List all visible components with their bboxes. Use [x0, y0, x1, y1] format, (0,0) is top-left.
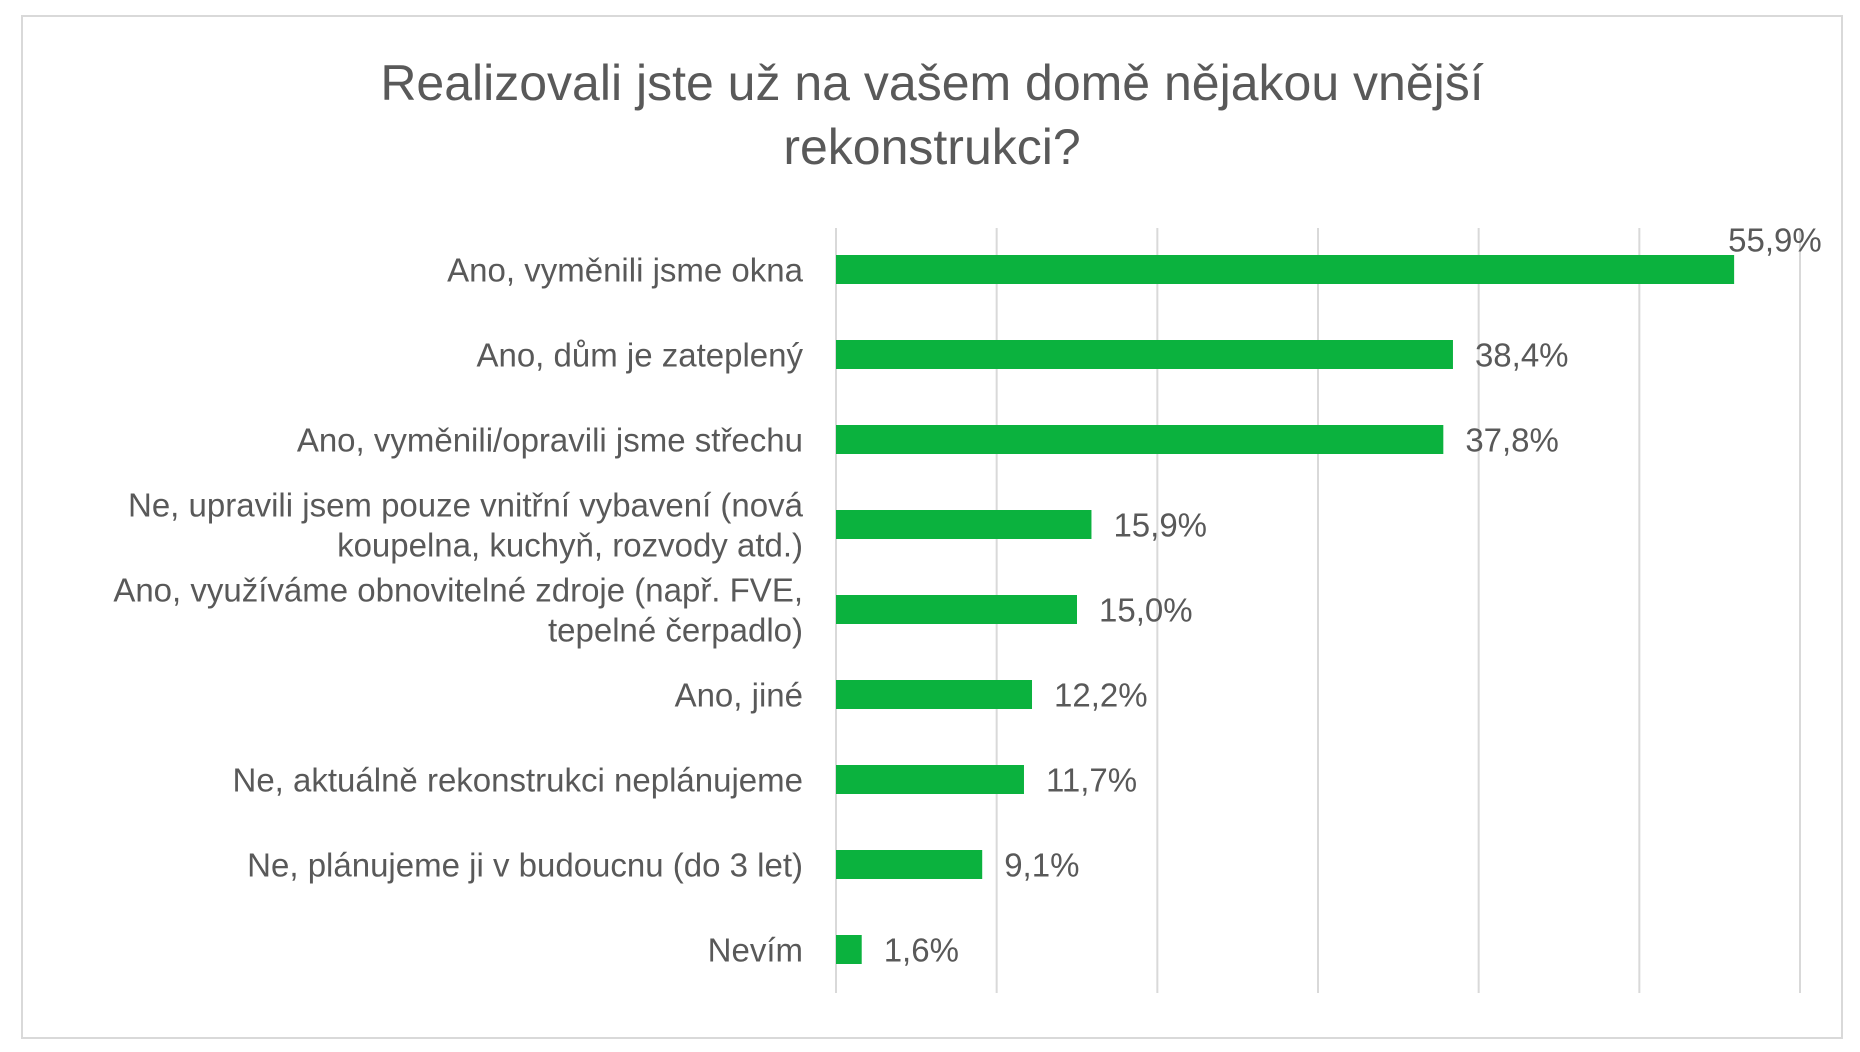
category-label: Ano, jiné: [675, 677, 803, 714]
data-label: 11,7%: [1046, 762, 1137, 799]
bar: [836, 680, 1033, 709]
category-label-line: Ano, jiné: [675, 677, 803, 714]
bar: [836, 425, 1444, 454]
data-label: 55,9%: [1728, 222, 1822, 259]
category-label-line: Ano, využíváme obnovitelné zdroje (např.…: [113, 572, 803, 609]
category-label-line: Ne, aktuálně rekonstrukci neplánujeme: [233, 762, 804, 799]
category-label-line: Ano, dům je zateplený: [476, 337, 803, 374]
bar: [836, 765, 1024, 794]
category-label: Ne, aktuálně rekonstrukci neplánujeme: [233, 762, 804, 799]
category-label-line: Ano, vyměnili jsme okna: [447, 252, 803, 289]
category-label-line: Ne, plánujeme ji v budoucnu (do 3 let): [247, 847, 803, 884]
chart-title-line: Realizovali jste už na vašem domě nějako…: [380, 55, 1483, 111]
data-label: 15,9%: [1113, 507, 1207, 544]
data-label: 37,8%: [1465, 422, 1559, 459]
category-label-line: koupelna, kuchyň, rozvody atd.): [337, 527, 803, 564]
category-label: Ne, plánujeme ji v budoucnu (do 3 let): [247, 847, 803, 884]
category-label: Ano, využíváme obnovitelné zdroje (např.…: [113, 572, 803, 649]
category-label: Nevím: [708, 932, 803, 969]
bar: [836, 255, 1735, 284]
chart-title: Realizovali jste už na vašem domě nějako…: [380, 55, 1483, 175]
category-labels: Ano, vyměnili jsme okna Ano, dům je zatep…: [113, 252, 803, 969]
data-label: 38,4%: [1475, 337, 1569, 374]
bar: [836, 340, 1453, 369]
category-label-line: tepelné čerpadlo): [548, 612, 803, 649]
data-labels: 55,9% 38,4% 37,8% 15,9% 15,0% 12,2% 11,7% 9,1% 1…: [884, 222, 1822, 969]
category-label: Ano, dům je zateplený: [476, 337, 803, 374]
bar: [836, 595, 1077, 624]
data-label: 9,1%: [1004, 847, 1079, 884]
category-label-line: Nevím: [708, 932, 803, 969]
data-label: 15,0%: [1099, 592, 1193, 629]
bar: [836, 850, 983, 879]
chart-title-line: rekonstrukci?: [783, 119, 1080, 175]
category-label-line: Ne, upravili jsem pouze vnitřní vybavení…: [128, 487, 804, 524]
bar: [836, 935, 862, 964]
data-label: 12,2%: [1054, 677, 1148, 714]
category-label: Ano, vyměnili jsme okna: [447, 252, 803, 289]
bar: [836, 510, 1092, 539]
bars: [836, 255, 1735, 964]
data-label: 1,6%: [884, 932, 959, 969]
category-label: Ne, upravili jsem pouze vnitřní vybavení…: [128, 487, 804, 564]
category-label: Ano, vyměnili/opravili jsme střechu: [297, 422, 803, 459]
category-label-line: Ano, vyměnili/opravili jsme střechu: [297, 422, 803, 459]
